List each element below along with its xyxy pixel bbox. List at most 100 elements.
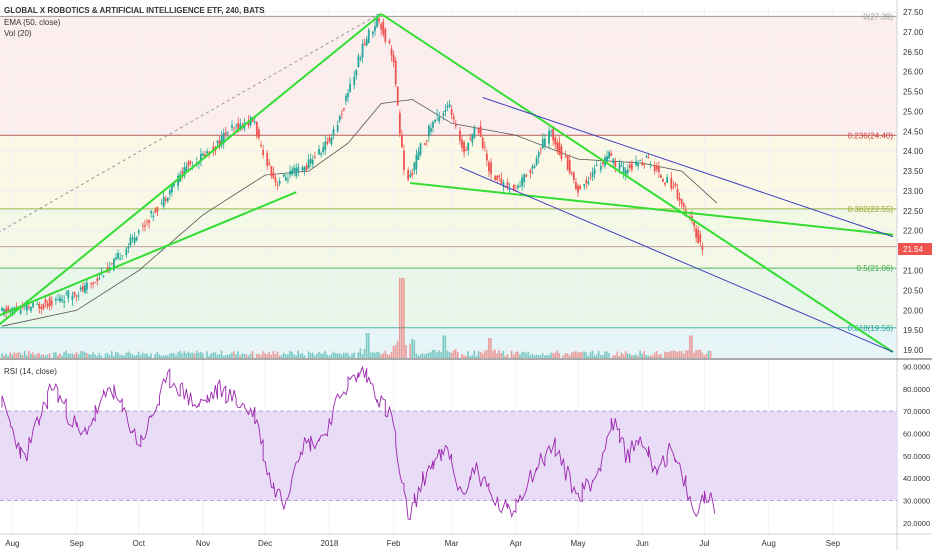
candle [572,171,575,184]
volume-bar [299,354,302,358]
candle-body [284,177,287,181]
candle [622,161,625,179]
candle [566,155,569,171]
candle-body [394,60,397,84]
candle-body [454,124,457,127]
candle-body [303,167,306,172]
candle [185,162,188,171]
candle [525,173,528,178]
candle-body [614,161,617,167]
time-tick-label: Aug [762,539,776,548]
volume-bar [616,351,619,358]
candle-body [297,166,300,172]
volume-bar [224,354,227,358]
candle-body [115,257,117,260]
volume-bar [423,354,426,358]
candle-body [108,266,111,269]
volume-bar [94,354,96,358]
candle-body [142,225,144,227]
volume-legend[interactable]: Vol (20) [4,29,32,38]
candle-body [695,227,698,238]
candle [631,159,633,173]
volume-bar [127,351,130,358]
volume-bar [637,355,639,358]
candle-body [320,153,323,155]
volume-bar [691,335,693,358]
volume-bar [378,352,380,358]
volume-bar [365,333,368,358]
volume-bar [100,355,103,358]
rsi-legend[interactable]: RSI (14, close) [4,367,57,376]
volume-bar [282,352,285,358]
volume-bar [705,353,708,358]
volume-bar [57,355,59,358]
rsi-line [1,365,716,521]
candle-body [450,108,453,115]
candle [415,149,418,175]
volume-bar [63,352,65,358]
candle [374,20,376,36]
rsi-tick-label: 20.0000 [903,519,930,528]
candle-body [676,188,679,199]
candle-body [446,106,449,108]
candle [591,167,594,181]
candle-body [21,306,24,308]
candle [349,77,352,93]
candle [166,197,169,204]
volume-bar [274,353,277,358]
candle [274,174,277,187]
candle-body [345,95,347,102]
candle [83,281,86,294]
candle-body [218,140,221,146]
candle-body [90,283,92,285]
volume-bar [372,352,374,358]
candle [577,183,579,198]
volume-bar [326,354,329,358]
time-tick-label: Sep [69,539,84,548]
candle-body [380,24,383,30]
candle-body [639,160,642,161]
candle [676,184,679,202]
volume-bar [23,350,26,358]
volume-bar [334,353,337,358]
candle-body [647,157,650,159]
candle-body [133,237,136,243]
candle-body [324,141,327,151]
candle [517,183,519,191]
candle [699,230,702,247]
volume-bar [374,352,376,358]
candle [187,159,190,171]
candle [430,122,432,136]
volume-bar [98,352,101,358]
candle-body [436,114,439,116]
volume-bar [525,352,527,358]
ema-line [1,99,718,327]
candle-body [156,206,159,212]
candle-body [496,175,499,180]
candle [268,159,271,167]
volume-bar [212,352,215,358]
volume-bar [278,355,281,358]
ema-legend[interactable]: EMA (50, close) [4,18,61,27]
volume-bar [568,355,571,358]
candle [79,285,82,292]
candle [664,181,666,187]
candle-body [92,282,95,284]
volume-bar [703,355,706,358]
candle [3,307,5,317]
candle-body [332,128,335,135]
candle [54,296,57,306]
candle-body [606,156,608,162]
candle [330,133,333,147]
volume-bar [537,355,540,358]
candle-body [504,186,507,188]
last-price-label: 21.54 [903,245,924,254]
volume-bar [137,351,140,358]
candle [262,145,264,159]
volume-bar [641,353,643,358]
volume-bar [359,348,362,358]
candle-body [61,299,63,302]
candle [148,219,151,229]
